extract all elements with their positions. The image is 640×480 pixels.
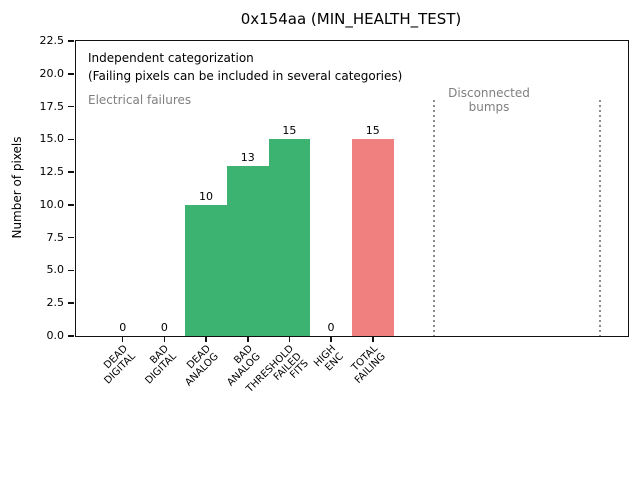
y-tick-label: 7.5 bbox=[46, 230, 65, 244]
y-tick-mark bbox=[68, 171, 74, 173]
x-tick-mark bbox=[163, 336, 166, 342]
annotation-disconnected-bumps: Disconnected bumps bbox=[448, 86, 530, 114]
y-tick-mark bbox=[68, 269, 74, 272]
y-tick-label: 0.0 bbox=[46, 329, 65, 342]
annotation-independent-categorization: Independent categorization bbox=[88, 51, 254, 65]
bar-value-label: 0 bbox=[327, 321, 335, 334]
y-tick-label: 2.5 bbox=[46, 296, 65, 310]
y-tick-label: 20.0 bbox=[39, 66, 65, 80]
bar-dead-analog bbox=[185, 204, 227, 336]
y-tick-label: 12.5 bbox=[39, 165, 65, 179]
y-tick-label: 10.0 bbox=[39, 197, 65, 211]
y-tick-mark bbox=[68, 335, 74, 337]
y-tick-mark bbox=[68, 40, 74, 42]
bar-value-label: 13 bbox=[240, 150, 255, 164]
chart-title: 0x154aa (MIN_HEALTH_TEST) bbox=[240, 10, 462, 28]
bar-bad-analog bbox=[226, 165, 269, 336]
y-tick-mark bbox=[68, 72, 74, 75]
y-tick-label: 5.0 bbox=[46, 263, 65, 277]
y-tick-mark bbox=[68, 138, 74, 141]
x-tick-mark bbox=[371, 336, 374, 342]
x-tick-mark bbox=[246, 336, 249, 342]
bar-total-failing bbox=[351, 139, 394, 336]
y-tick-label: 22.5 bbox=[39, 34, 65, 47]
y-tick-mark bbox=[68, 236, 74, 239]
dotted-separator-line bbox=[433, 100, 436, 336]
y-tick-label: 15.0 bbox=[39, 132, 65, 146]
y-tick-mark bbox=[68, 302, 74, 305]
bar-value-label: 15 bbox=[365, 124, 380, 138]
annotation-electrical-failures: Electrical failures bbox=[88, 93, 192, 107]
x-tick-mark bbox=[330, 336, 332, 342]
bar-value-label: 10 bbox=[199, 189, 214, 203]
y-tick-mark bbox=[68, 105, 74, 108]
bar-value-label: 0 bbox=[119, 321, 127, 334]
x-tick-mark bbox=[288, 336, 291, 342]
bar-threshold-failed-fits bbox=[268, 139, 311, 336]
bar-value-label: 15 bbox=[282, 124, 297, 138]
plot-area: 0.0 2.5 5.0 7.5 10.0 12.5 15.0 17.5 20.0 22.5 0 0 10… bbox=[40, 34, 629, 395]
x-tick-mark bbox=[121, 336, 124, 342]
y-tick-mark bbox=[68, 204, 74, 206]
y-axis-label: Number of pixels bbox=[10, 136, 24, 239]
y-tick-label: 17.5 bbox=[39, 99, 65, 113]
annotation-failing-note: (Failing pixels can be included in sever… bbox=[88, 69, 403, 83]
bar-value-label: 0 bbox=[160, 321, 168, 334]
dotted-separator-line bbox=[599, 100, 601, 336]
x-tick-mark bbox=[205, 336, 207, 342]
